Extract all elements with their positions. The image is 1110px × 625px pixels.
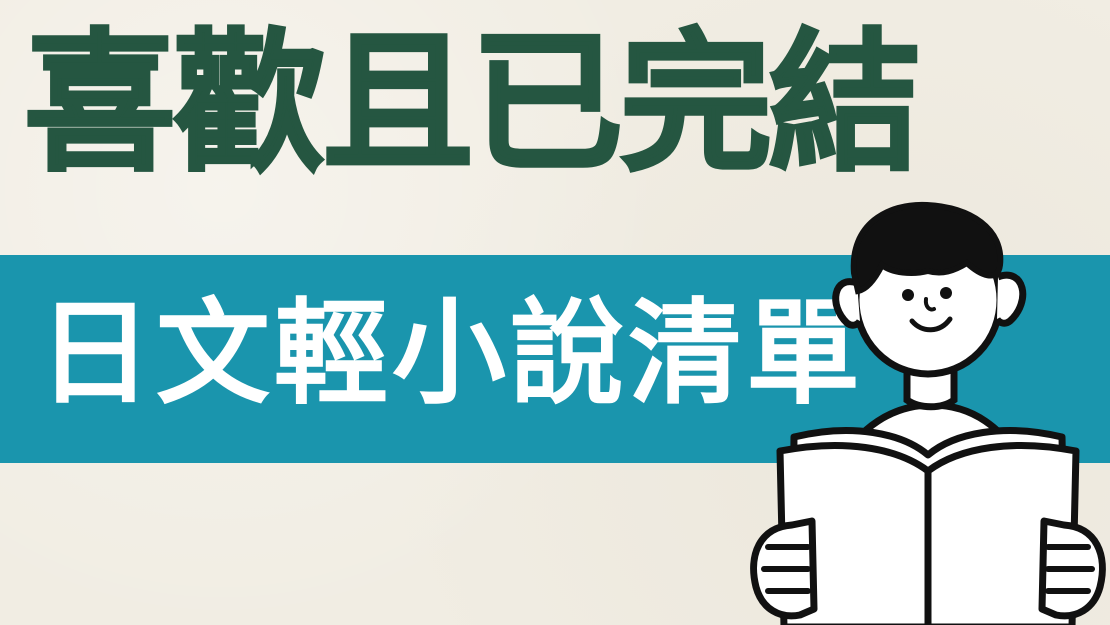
page-title: 喜歡且已完結 bbox=[23, 15, 923, 192]
person-right-eye bbox=[940, 287, 952, 299]
person-right-hand bbox=[1038, 517, 1106, 620]
person-reading-book-icon bbox=[750, 201, 1106, 625]
page-subtitle: 日文輕小說清單 bbox=[38, 287, 865, 420]
person-left-ear bbox=[832, 278, 864, 329]
person-left-hand bbox=[750, 517, 818, 620]
person-nose bbox=[923, 297, 936, 312]
person-right-ear bbox=[993, 271, 1027, 327]
person-mouth bbox=[909, 316, 953, 333]
person-hair bbox=[850, 201, 1004, 295]
person-left-eye bbox=[902, 289, 914, 301]
